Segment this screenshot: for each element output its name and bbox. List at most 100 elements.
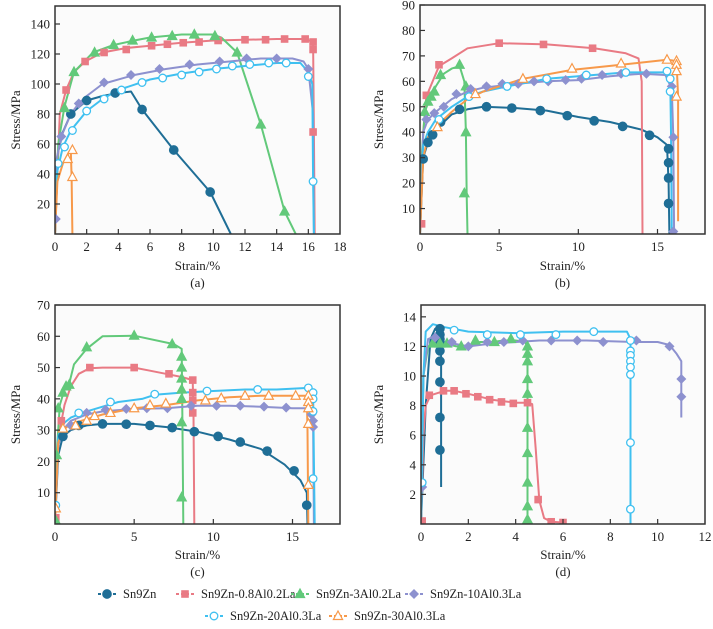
data-point [517, 72, 529, 83]
legend-item: Sn9Zn-20Al0.3La [205, 609, 322, 623]
data-point [126, 70, 136, 80]
data-point [58, 101, 71, 113]
y-tick-label: 80 [37, 107, 50, 122]
data-point [107, 38, 120, 50]
data-point [168, 145, 179, 155]
legend-label: Sn9Zn-0.8Al0.2La [201, 587, 296, 601]
data-point [82, 106, 92, 116]
data-point [176, 372, 188, 383]
data-point [271, 53, 282, 64]
data-point [188, 396, 197, 405]
data-point [626, 438, 635, 448]
data-point [547, 517, 555, 524]
data-point [435, 377, 445, 387]
plot-frame [419, 4, 706, 235]
data-point [55, 159, 63, 168]
data-point [235, 400, 246, 411]
data-point [425, 391, 434, 400]
data-point [665, 87, 675, 96]
data-point [515, 330, 525, 340]
data-point [458, 187, 470, 198]
data-point [302, 478, 314, 489]
data-point [55, 401, 64, 413]
data-point [289, 465, 299, 476]
data-point [99, 94, 109, 104]
x-tick-label: 5 [131, 529, 138, 544]
data-point [150, 389, 160, 399]
data-point [73, 98, 84, 109]
plot-content [55, 28, 318, 234]
data-point [176, 392, 188, 403]
data-point [521, 387, 534, 398]
data-point [301, 35, 309, 43]
legend-label: Sn9Zn-3Al0.2La [316, 587, 402, 601]
data-point [278, 205, 291, 216]
data-point [179, 38, 188, 47]
y-tick-label: 40 [402, 125, 415, 140]
y-tick-label: 4 [410, 457, 417, 472]
y-tick-label: 120 [31, 47, 51, 62]
plot-content [55, 329, 319, 524]
data-point [263, 389, 275, 400]
data-point [617, 121, 628, 132]
legend-marker [294, 587, 306, 599]
y-tick-label: 10 [403, 369, 416, 384]
data-point [434, 68, 447, 80]
data-point [104, 406, 117, 418]
x-tick-label: 12 [699, 529, 712, 544]
data-point [55, 448, 63, 460]
y-tick-label: 50 [402, 99, 415, 114]
data-point [422, 95, 434, 106]
panel-caption: (d) [555, 564, 570, 579]
data-point [521, 446, 534, 458]
data-point [55, 502, 62, 513]
data-point [55, 214, 61, 224]
data-point [670, 64, 683, 76]
data-point [498, 336, 509, 347]
legend-marker [209, 611, 219, 621]
legend-label: Sn9Zn-30Al0.3La [354, 609, 446, 623]
data-point [626, 362, 635, 372]
data-point [581, 70, 591, 80]
x-tick-label: 5 [496, 239, 503, 254]
panel-b: 0 5 10 15 10 20 30 40 50 60 70 80 90 Strain/% Stress/M… [371, 0, 706, 290]
y-tick-label: 10 [402, 201, 415, 216]
data-point [166, 29, 178, 41]
y-axis-label: Stress/MPa [8, 90, 23, 149]
data-point [214, 56, 225, 67]
x-tick-label: 6 [147, 239, 154, 254]
plot-content [421, 323, 687, 524]
data-point [455, 340, 467, 351]
data-point [449, 325, 459, 335]
data-point [429, 108, 440, 119]
x-axis-label: Strain/% [540, 258, 586, 273]
y-tick-label: 60 [402, 74, 415, 89]
legend-item: Sn9Zn-0.8Al0.2La [176, 587, 296, 601]
data-point [209, 29, 221, 41]
legend-marker [102, 589, 112, 599]
data-point [301, 500, 312, 511]
data-point [420, 154, 429, 164]
panel-caption: (a) [190, 275, 204, 290]
x-axis-label: Strain/% [175, 258, 221, 273]
data-point [74, 408, 84, 418]
legend: Sn9Zn Sn9Zn-0.8Al0.2La Sn9Zn-3Al0.2La Sn9Zn… [98, 587, 522, 623]
data-point [534, 495, 542, 504]
data-point [420, 105, 431, 116]
data-point [523, 398, 532, 407]
data-point [86, 363, 94, 372]
data-point [588, 44, 597, 53]
data-point [215, 391, 227, 403]
data-point [241, 35, 249, 44]
data-point [309, 128, 317, 136]
data-point [176, 416, 188, 427]
data-point [255, 118, 267, 129]
data-point [99, 77, 110, 88]
data-point [130, 363, 138, 372]
y-tick-label: 70 [402, 48, 415, 63]
data-point [589, 115, 600, 126]
data-point [227, 61, 237, 71]
data-point [481, 81, 492, 92]
data-point [177, 70, 187, 80]
